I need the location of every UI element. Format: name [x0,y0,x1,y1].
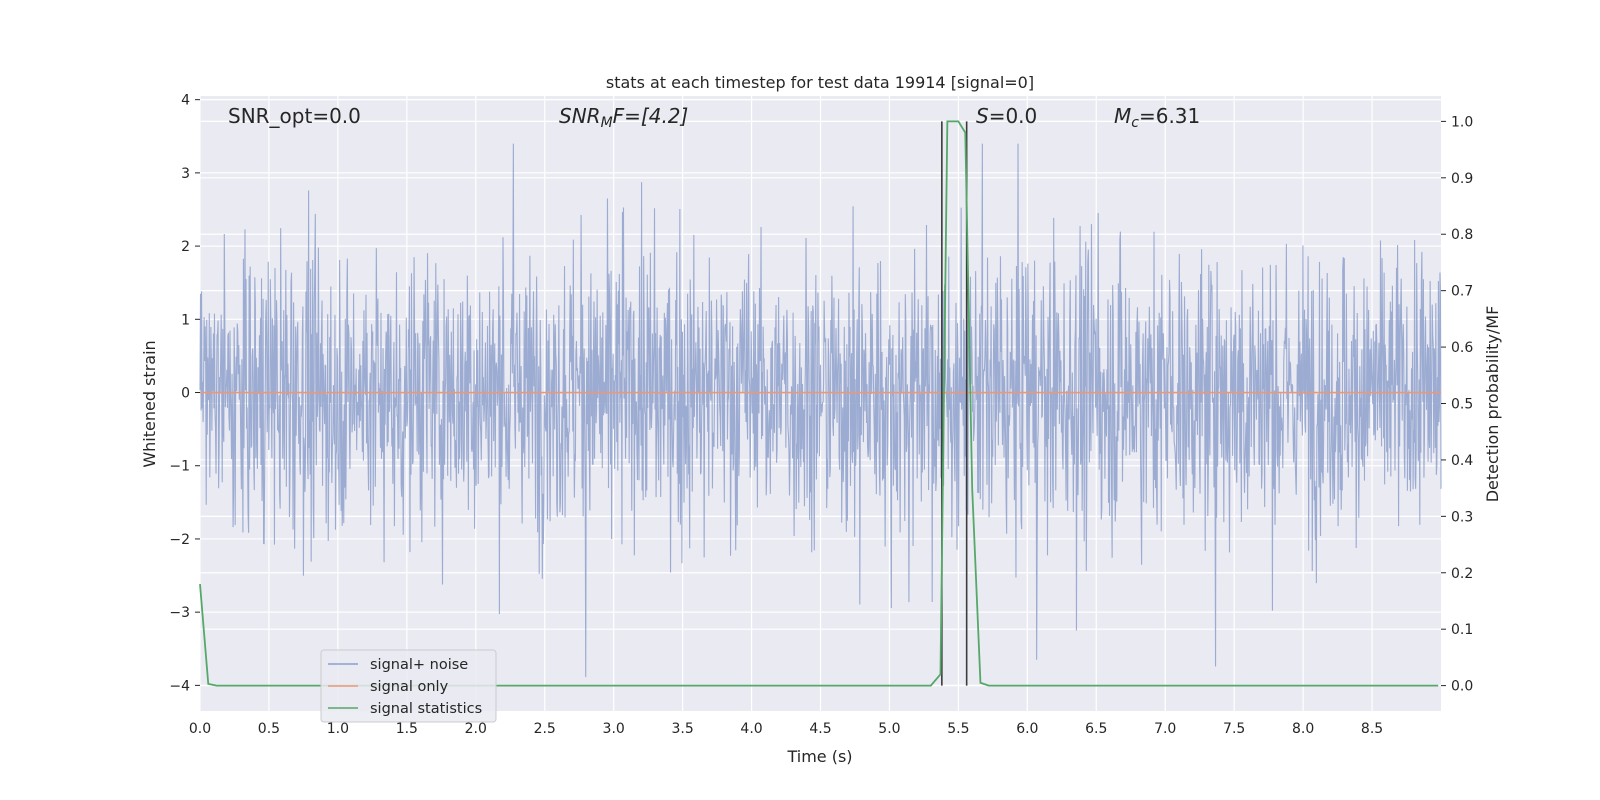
x-tick-label: 3.5 [671,721,693,737]
x-tick-label: 8.0 [1292,721,1314,737]
y-tick-label-right: 0.4 [1451,453,1473,469]
y-tick-label-right: 0.7 [1451,284,1473,300]
y-tick-label-left: 2 [181,239,190,255]
annotation-s-tail: =0.0 [989,104,1038,128]
x-tick-label: 6.0 [1016,721,1038,737]
x-tick-label: 4.0 [740,721,762,737]
y-tick-label-left: −4 [169,678,190,694]
annotation-mc-main: M [1114,104,1131,128]
y-tick-label-right: 0.1 [1451,622,1473,638]
annotation-s: S=0.0 [976,104,1037,128]
x-tick-label: 5.0 [878,721,900,737]
y-tick-label-left: 0 [181,386,190,402]
legend-label-signal: signal only [370,679,449,695]
chart-title: stats at each timestep for test data 199… [606,73,1034,92]
axis-ticks: 0.0 0.5 1.0 1.5 2.0 2.5 3.0 3.5 4.0 4.5 5.0 5.5 6.0 6… [169,93,1473,737]
y-tick-label-right: 0.2 [1451,566,1473,582]
legend-box [320,649,497,723]
x-tick-label: 1.0 [327,721,349,737]
annotation-snr-mf-main: SNR [559,104,601,128]
signal-statistics-series [199,120,1439,687]
y-tick-label-left: 4 [181,93,190,109]
y-axis-label-left: Whitened strain [140,340,159,467]
signal-statistics-line [199,120,1439,687]
x-tick-label: 2.5 [534,721,556,737]
y-tick-label-right: 0.5 [1451,397,1473,413]
x-tick-label: 7.5 [1223,721,1245,737]
legend: signal+ noise signal only signal statist… [320,649,497,723]
annotation-snr-mf-tail: F=[4.2] [613,104,689,128]
annotation-snr-mf-sub: M [601,115,613,131]
y-tick-label-right: 1.0 [1451,114,1473,130]
legend-label-noise: signal+ noise [370,657,468,673]
y-tick-label-right: 0.9 [1451,171,1473,187]
x-tick-label: 4.5 [809,721,831,737]
x-tick-label: 1.5 [396,721,418,737]
annotation-mc-tail: =6.31 [1139,104,1200,128]
annotation-s-main: S [976,104,989,128]
y-axis-label-right: Detection probability/MF [1483,306,1502,503]
y-tick-label-right: 0.6 [1451,340,1473,356]
x-tick-label: 8.5 [1361,721,1383,737]
x-tick-label: 5.5 [947,721,969,737]
annotation-mc: Mc=6.31 [1114,104,1200,131]
annotation-snr-opt: SNR_opt=0.0 [228,104,361,128]
x-tick-label: 7.0 [1154,721,1176,737]
y-tick-label-left: 1 [181,312,190,328]
x-tick-label: 0.5 [258,721,280,737]
annotation-snr-mf: SNRMF=[4.2] [559,104,688,131]
y-tick-label-left: 3 [181,166,190,182]
legend-label-stats: signal statistics [370,701,482,717]
x-axis-label: Time (s) [786,747,852,766]
y-tick-label-left: −3 [169,605,190,621]
x-tick-label: 0.0 [189,721,211,737]
y-tick-label-left: −2 [169,532,190,548]
y-tick-label-left: −1 [169,459,190,475]
annotation-mc-sub: c [1131,115,1139,131]
x-tick-label: 3.0 [603,721,625,737]
y-tick-label-right: 0.3 [1451,509,1473,525]
signal-plus-noise-line [199,143,1442,677]
x-tick-label: 6.5 [1085,721,1107,737]
x-tick-label: 2.0 [465,721,487,737]
signal-plus-noise-series [199,143,1442,677]
y-tick-label-right: 0.8 [1451,227,1473,243]
y-tick-label-right: 0.0 [1451,679,1473,695]
